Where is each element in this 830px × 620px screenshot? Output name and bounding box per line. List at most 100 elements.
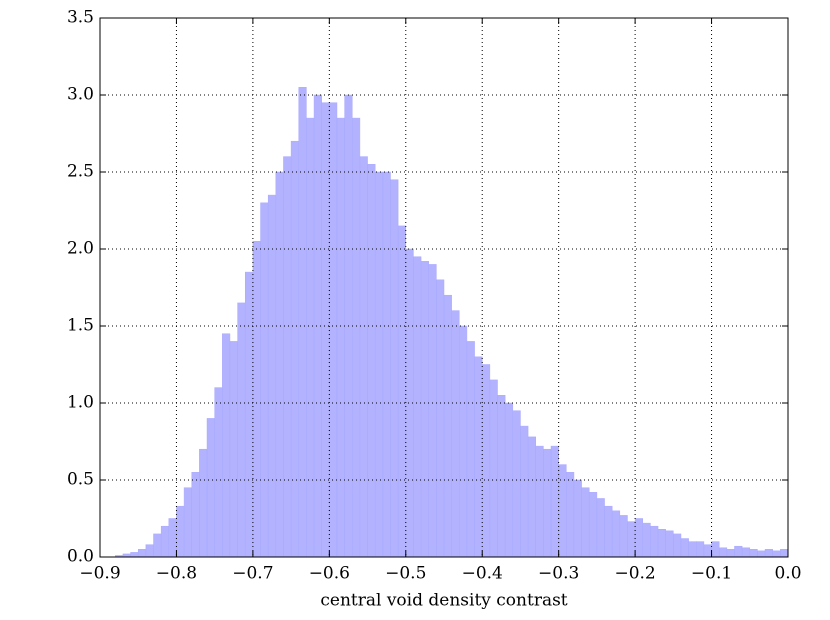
bar xyxy=(153,533,162,558)
bar xyxy=(352,117,361,558)
bar xyxy=(642,522,651,558)
bar xyxy=(374,171,384,558)
bar xyxy=(459,325,468,558)
x-tick-label: −0.6 xyxy=(309,564,350,584)
x-tick-label: −0.2 xyxy=(614,564,655,584)
x-tick-label: −0.8 xyxy=(156,564,197,584)
bar xyxy=(283,156,292,558)
bar xyxy=(329,102,338,558)
bar xyxy=(566,472,575,558)
bar xyxy=(550,445,559,558)
bar xyxy=(137,549,147,558)
bar xyxy=(390,179,399,558)
bar xyxy=(596,498,605,558)
x-tick-label: −0.3 xyxy=(538,564,579,584)
bar xyxy=(634,518,644,558)
y-tick-label: 3.5 xyxy=(67,8,94,28)
x-axis-label: central void density contrast xyxy=(320,591,567,611)
bar xyxy=(443,294,452,558)
bar xyxy=(252,241,261,558)
bar xyxy=(359,156,368,558)
bar xyxy=(145,544,154,558)
bar xyxy=(657,529,666,558)
bar xyxy=(673,533,682,558)
bar xyxy=(382,171,391,558)
bar xyxy=(581,487,590,558)
bar xyxy=(191,472,200,558)
bar xyxy=(290,140,300,558)
bar xyxy=(168,518,177,558)
bar xyxy=(573,479,582,558)
x-tick-label: −0.9 xyxy=(79,564,120,584)
bar xyxy=(367,164,376,558)
bar xyxy=(611,510,621,558)
x-tick-label: −0.4 xyxy=(462,564,503,584)
bar xyxy=(214,387,223,558)
bar xyxy=(764,549,773,558)
bar xyxy=(451,310,460,558)
x-tick-label: −0.5 xyxy=(385,564,426,584)
bar xyxy=(512,410,521,558)
bar xyxy=(321,102,330,558)
plot-frame xyxy=(99,17,789,558)
bar xyxy=(160,525,170,558)
bar xyxy=(535,445,544,558)
x-tick-label: −0.7 xyxy=(232,564,273,584)
y-tick-label: 0.5 xyxy=(67,470,94,490)
bar xyxy=(696,541,705,558)
bar xyxy=(481,364,491,558)
bar xyxy=(726,549,735,558)
bar xyxy=(627,521,636,558)
bar xyxy=(229,341,238,558)
bar xyxy=(558,464,567,558)
x-tick-label: 0.0 xyxy=(774,564,801,584)
bar xyxy=(772,550,781,558)
y-tick-label: 0.0 xyxy=(67,547,94,567)
bar xyxy=(130,552,139,558)
bar xyxy=(336,117,345,558)
bar xyxy=(688,541,697,558)
bar xyxy=(474,356,483,558)
bar xyxy=(466,341,475,558)
y-tick-label: 2.5 xyxy=(67,162,94,182)
bar xyxy=(680,538,689,558)
bar xyxy=(665,530,674,558)
bar xyxy=(275,171,284,558)
x-tick-label: −0.1 xyxy=(691,564,732,584)
bar xyxy=(749,549,758,558)
bar xyxy=(397,225,407,558)
bar xyxy=(436,279,445,558)
bar xyxy=(183,487,192,558)
y-tick-label: 3.0 xyxy=(67,85,94,105)
bar xyxy=(420,261,429,558)
bar xyxy=(543,448,552,558)
bar xyxy=(718,547,728,558)
bar xyxy=(497,395,506,558)
bar xyxy=(222,333,231,558)
bar xyxy=(734,545,743,558)
bar xyxy=(428,264,437,558)
bar xyxy=(650,525,659,558)
bar xyxy=(306,117,315,558)
bar xyxy=(588,492,598,558)
y-tick-label: 1.0 xyxy=(67,393,94,413)
bar xyxy=(711,541,720,558)
bar xyxy=(520,425,529,558)
bar xyxy=(298,87,307,558)
y-tick-label: 2.0 xyxy=(67,239,94,259)
bar xyxy=(757,550,766,558)
bar xyxy=(244,271,254,558)
bar xyxy=(741,547,751,558)
bar xyxy=(260,202,269,558)
bar xyxy=(703,544,712,558)
bar xyxy=(413,256,422,558)
bar xyxy=(489,379,498,558)
y-tick-label: 1.5 xyxy=(67,316,94,336)
bar xyxy=(619,515,628,558)
bar xyxy=(206,418,215,558)
bar xyxy=(527,436,536,558)
bar xyxy=(604,505,613,558)
bar xyxy=(237,302,246,558)
